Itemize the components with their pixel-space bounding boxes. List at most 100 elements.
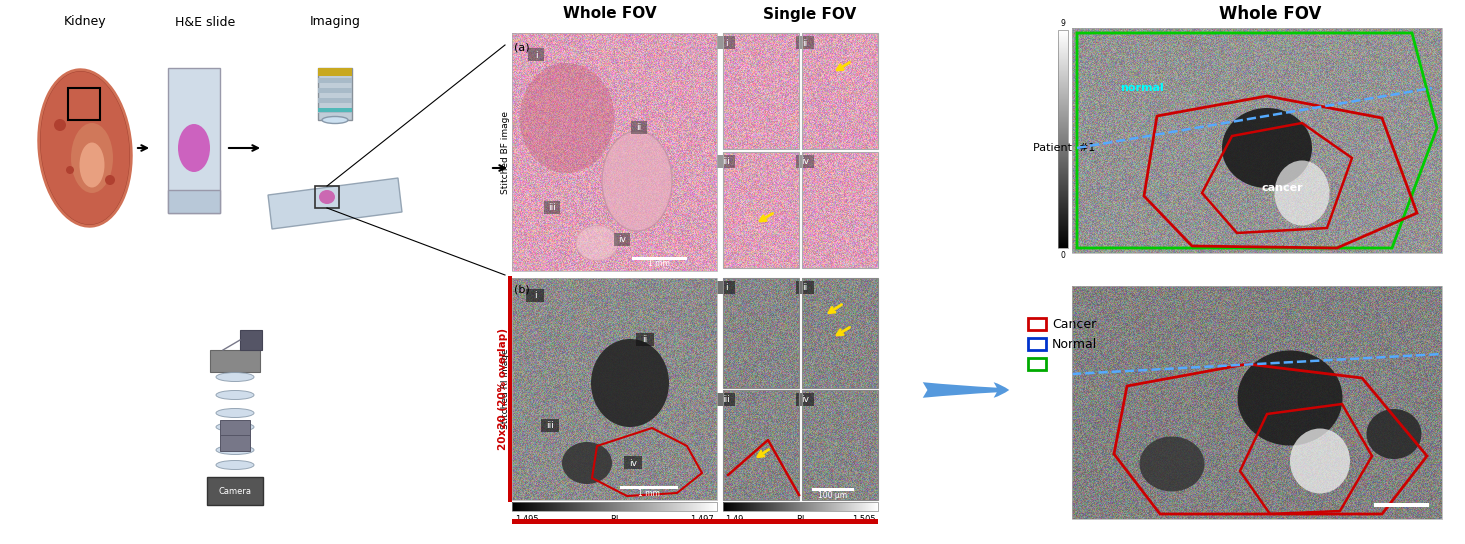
Bar <box>1058 117 1068 118</box>
Text: Camera: Camera <box>218 486 252 496</box>
Bar <box>1058 110 1068 111</box>
Bar <box>318 98 352 103</box>
Bar <box>1058 180 1068 181</box>
Bar <box>1058 94 1068 95</box>
Text: H&E slide: H&E slide <box>174 15 234 28</box>
Bar <box>220 420 251 436</box>
Bar <box>1058 64 1068 65</box>
Bar <box>1058 195 1068 196</box>
Bar <box>1058 225 1068 226</box>
Bar <box>511 502 716 511</box>
Text: Normal: Normal <box>1052 337 1097 350</box>
Bar <box>1058 71 1068 72</box>
Bar <box>1058 84 1068 85</box>
Bar <box>724 278 798 388</box>
Bar <box>1058 45 1068 46</box>
Bar <box>1058 41 1068 42</box>
Bar <box>207 477 264 505</box>
Bar <box>508 276 511 502</box>
Text: ii: ii <box>636 123 642 133</box>
Bar <box>1058 238 1068 239</box>
Bar <box>1058 212 1068 213</box>
Bar <box>1058 141 1068 142</box>
Bar <box>1058 54 1068 55</box>
Bar <box>168 190 220 213</box>
Bar <box>318 108 352 113</box>
Bar <box>1058 194 1068 195</box>
Text: 1.505: 1.505 <box>853 516 876 524</box>
Bar <box>1058 160 1068 161</box>
Bar <box>1058 111 1068 112</box>
Bar <box>526 289 544 302</box>
Bar <box>1058 85 1068 86</box>
Bar <box>1058 128 1068 129</box>
Bar <box>624 456 642 469</box>
Bar <box>1072 28 1442 253</box>
Bar <box>795 393 815 406</box>
Bar <box>1058 161 1068 162</box>
Bar <box>1058 169 1068 170</box>
Bar <box>1058 227 1068 228</box>
Text: iv: iv <box>628 459 637 467</box>
Text: 100 μm: 100 μm <box>819 491 848 499</box>
Bar <box>1058 102 1068 103</box>
Bar <box>1058 134 1068 135</box>
Bar <box>1058 236 1068 237</box>
Bar <box>1058 74 1068 75</box>
Bar <box>1058 126 1068 127</box>
Bar <box>1058 207 1068 208</box>
Ellipse shape <box>1238 350 1342 446</box>
Text: iv: iv <box>801 158 809 166</box>
Bar <box>1058 56 1068 57</box>
Bar <box>1058 205 1068 206</box>
Bar <box>1058 148 1068 149</box>
Bar <box>544 201 560 214</box>
Bar <box>1374 503 1428 507</box>
Bar <box>1058 171 1068 172</box>
Bar <box>1028 318 1046 330</box>
Bar <box>1058 109 1068 110</box>
Bar <box>1058 70 1068 71</box>
Bar <box>1058 237 1068 238</box>
Bar <box>1058 118 1068 119</box>
Ellipse shape <box>66 166 75 174</box>
Bar <box>1058 30 1068 248</box>
Bar <box>1072 286 1442 519</box>
Bar <box>1058 196 1068 197</box>
Bar <box>1058 173 1068 174</box>
Bar <box>1058 154 1068 155</box>
Bar <box>1058 87 1068 88</box>
Bar <box>1058 203 1068 204</box>
Text: 9: 9 <box>1061 20 1065 28</box>
Bar <box>1058 129 1068 130</box>
Bar <box>1058 55 1068 56</box>
Bar <box>1058 144 1068 145</box>
Text: iii: iii <box>548 203 555 213</box>
Bar <box>1058 93 1068 94</box>
Text: Kidney: Kidney <box>63 15 107 28</box>
Bar <box>1058 135 1068 136</box>
Bar <box>1058 68 1068 69</box>
Bar <box>1058 35 1068 36</box>
Bar <box>1058 209 1068 210</box>
Bar <box>1058 51 1068 52</box>
Ellipse shape <box>179 124 209 172</box>
Text: i: i <box>535 51 538 59</box>
Text: iii: iii <box>722 395 730 405</box>
Bar <box>511 278 716 500</box>
Bar <box>1058 33 1068 34</box>
Bar <box>1058 166 1068 167</box>
Bar <box>240 330 262 350</box>
Bar <box>1058 61 1068 62</box>
Bar <box>1058 37 1068 38</box>
Ellipse shape <box>215 461 253 469</box>
Bar <box>1058 76 1068 77</box>
Bar <box>1058 165 1068 166</box>
Text: Stitched BF image: Stitched BF image <box>501 110 510 194</box>
Text: 20x20 (20% overlap): 20x20 (20% overlap) <box>498 328 508 450</box>
Text: RI: RI <box>795 516 804 524</box>
Bar <box>1058 39 1068 40</box>
Ellipse shape <box>40 71 130 225</box>
Bar <box>1058 143 1068 144</box>
Bar <box>1058 246 1068 247</box>
